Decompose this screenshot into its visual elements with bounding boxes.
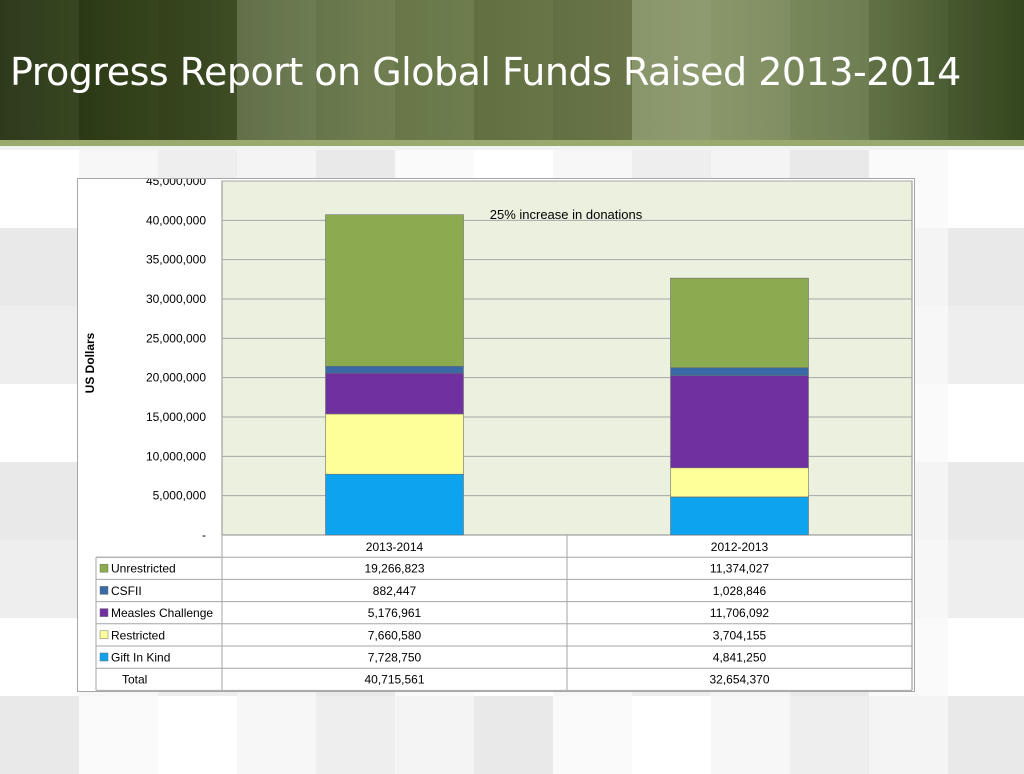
y-tick-label: - — [202, 528, 206, 542]
bg-tile — [948, 540, 1024, 618]
bg-tile — [632, 696, 711, 774]
table-value-cell: 11,374,027 — [710, 562, 769, 576]
banner-rule — [0, 140, 1024, 146]
bg-tile — [711, 696, 790, 774]
banner-tile — [158, 0, 237, 140]
bg-tile — [316, 696, 395, 774]
bg-tile — [0, 228, 79, 306]
y-tick-label: 25,000,000 — [146, 331, 206, 345]
table-row-label: Total — [122, 673, 147, 687]
table-row-label: Restricted — [111, 628, 165, 642]
bar-segment — [325, 365, 464, 374]
table-value-cell: 40,715,561 — [364, 673, 424, 687]
bg-tile — [948, 462, 1024, 540]
bar-segment — [670, 496, 809, 536]
table-value-cell: 32,654,370 — [709, 673, 769, 687]
legend-swatch — [99, 630, 109, 640]
bar-segment — [325, 473, 464, 536]
table-row-label: Gift In Kind — [111, 651, 170, 665]
y-tick-label: 30,000,000 — [146, 292, 206, 306]
bg-tile — [237, 696, 316, 774]
table-header-cell: 2012-2013 — [711, 540, 769, 554]
table-row-label: Measles Challenge — [111, 606, 213, 620]
bg-tile — [395, 696, 474, 774]
banner-tile — [395, 0, 474, 140]
y-tick-label: 15,000,000 — [146, 410, 206, 424]
table-row-label: CSFII — [111, 584, 142, 598]
y-tick-label: 20,000,000 — [146, 371, 206, 385]
y-tick-label: 45,000,000 — [146, 179, 206, 188]
chart-annotation: 25% increase in donations — [490, 207, 643, 222]
legend-swatch — [99, 586, 109, 595]
bg-tile — [0, 540, 79, 618]
table-value-cell: 4,841,250 — [713, 651, 767, 665]
bg-tile — [948, 306, 1024, 384]
bg-tile — [0, 618, 79, 696]
y-tick-label: 35,000,000 — [146, 253, 206, 267]
table-value-cell: 19,266,823 — [364, 562, 424, 576]
bg-tile — [0, 306, 79, 384]
bg-tile — [790, 696, 869, 774]
bar-segment — [670, 367, 809, 376]
y-tick-label: 10,000,000 — [146, 449, 206, 463]
table-value-cell: 1,028,846 — [713, 584, 767, 598]
bar-segment — [325, 372, 464, 415]
chart-frame: - 5,000,000 10,000,000 15,000,000 20,000,000… — [77, 178, 915, 692]
banner-tile — [0, 0, 79, 140]
bg-tile — [553, 696, 632, 774]
bg-tile — [0, 696, 79, 774]
table-value-cell: 7,728,750 — [368, 651, 422, 665]
bg-tile — [474, 696, 553, 774]
bar-segment — [670, 467, 809, 498]
bg-tile — [948, 384, 1024, 462]
banner-tile — [711, 0, 790, 140]
table-row-label: Unrestricted — [111, 562, 176, 576]
bg-tile — [948, 150, 1024, 228]
bg-tile — [869, 696, 948, 774]
table-value-cell: 7,660,580 — [368, 628, 422, 642]
y-tick-label: 40,000,000 — [146, 213, 206, 227]
banner-tile — [316, 0, 395, 140]
bg-tile — [948, 228, 1024, 306]
banner-tile — [237, 0, 316, 140]
banner-tile — [869, 0, 948, 140]
bg-tile — [79, 696, 158, 774]
bg-tile — [0, 462, 79, 540]
bg-tile — [158, 696, 237, 774]
banner-tile — [79, 0, 158, 140]
y-tick-label: 5,000,000 — [153, 489, 207, 503]
bar-segment — [325, 214, 464, 367]
table-value-cell: 5,176,961 — [368, 606, 422, 620]
legend-swatch — [99, 608, 109, 617]
bar-segment — [325, 413, 464, 475]
bg-tile — [0, 150, 79, 228]
table-value-cell: 882,447 — [373, 584, 417, 598]
banner-tile — [948, 0, 1024, 140]
legend-swatch — [99, 563, 109, 573]
banner-tile — [553, 0, 632, 140]
banner-tile — [790, 0, 869, 140]
bg-tile — [0, 384, 79, 462]
legend-swatch — [99, 652, 109, 662]
header-banner — [0, 0, 1024, 140]
slide-title: Progress Report on Global Funds Raised 2… — [10, 50, 961, 94]
stacked-bar-chart: - 5,000,000 10,000,000 15,000,000 20,000,000… — [83, 179, 913, 691]
bg-tile — [948, 618, 1024, 696]
banner-tile — [632, 0, 711, 140]
y-axis-label: US Dollars — [83, 332, 97, 393]
table-value-cell: 11,706,092 — [710, 606, 769, 620]
banner-tile — [474, 0, 553, 140]
bar-segment — [670, 277, 809, 368]
bar-segment — [670, 375, 809, 469]
table-header-cell: 2013-2014 — [366, 540, 424, 554]
bg-tile — [948, 696, 1024, 774]
table-value-cell: 3,704,155 — [713, 628, 767, 642]
